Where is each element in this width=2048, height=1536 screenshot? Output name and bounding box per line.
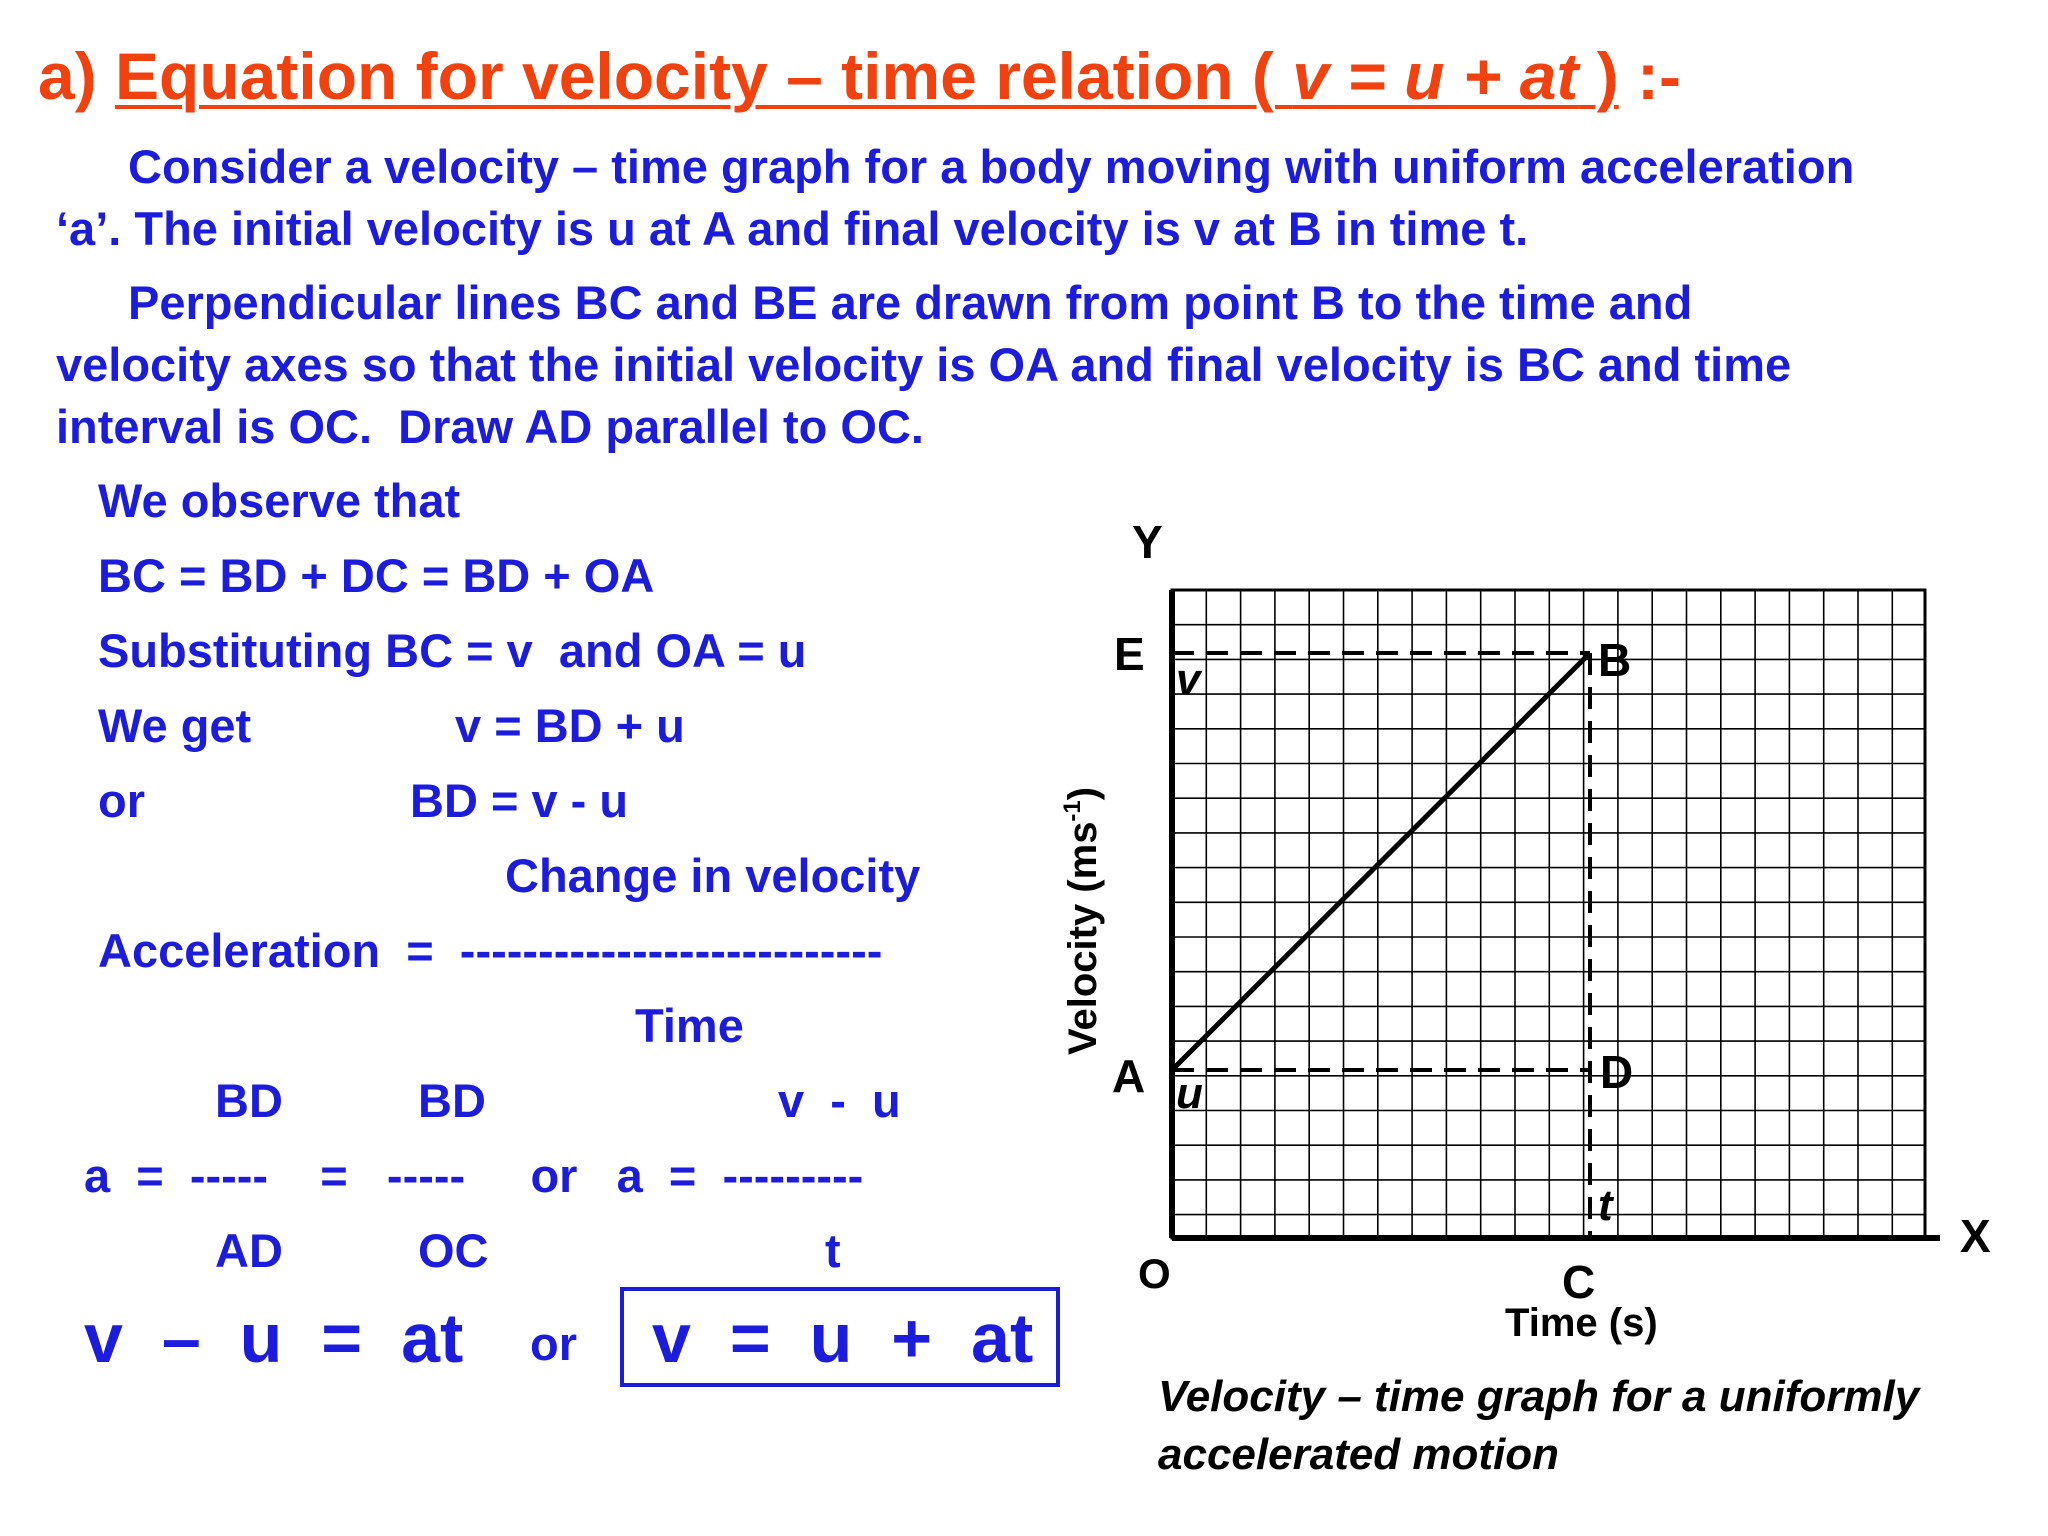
fraction-denominator-3: t	[825, 1224, 841, 1277]
point-c-label: C	[1562, 1256, 1595, 1308]
label-t: t	[1598, 1181, 1615, 1230]
we-get-label: We get	[98, 699, 252, 752]
line-ab	[1170, 651, 1592, 1072]
point-b-label: B	[1598, 634, 1631, 686]
title-underlined: Equation for velocity – time relation ( …	[115, 39, 1619, 113]
para2-line3: interval is OC. Draw AD parallel to OC.	[56, 400, 924, 453]
origin-label: O	[1138, 1250, 1171, 1297]
final-or: or	[530, 1317, 577, 1370]
final-equation-boxed: v = u + at	[652, 1299, 1034, 1377]
y-axis-title: Velocity (ms-1)	[1059, 787, 1105, 1055]
final-equation-box	[620, 1287, 1060, 1387]
substituting-line: Substituting BC = v and OA = u	[98, 624, 807, 677]
fraction-line: a = ----- = ----- or a = ---------	[84, 1149, 864, 1202]
para2-line2: velocity axes so that the initial veloci…	[56, 338, 1792, 391]
title-suffix: :-	[1618, 39, 1682, 113]
change-in-velocity: Change in velocity	[505, 849, 921, 902]
caption-line2: accelerated motion	[1158, 1430, 1560, 1479]
x-axis-letter: X	[1960, 1210, 1991, 1262]
y-axis-letter: Y	[1132, 516, 1163, 568]
acceleration-line: Acceleration = -------------------------…	[98, 924, 883, 977]
title-formula: v = u + at	[1292, 39, 1579, 113]
caption-line1: Velocity – time graph for a uniformly	[1158, 1372, 1920, 1421]
point-e-label: E	[1114, 628, 1145, 680]
slide-title: a) Equation for velocity – time relation…	[38, 38, 1681, 114]
or-label: or	[98, 774, 145, 827]
point-a-label: A	[1112, 1050, 1145, 1102]
fraction-denominator-1: AD	[215, 1224, 283, 1277]
para1-line1: Consider a velocity – time graph for a b…	[128, 140, 1855, 193]
v-equation: v = BD + u	[455, 699, 685, 752]
time-word: Time	[635, 999, 744, 1052]
fraction-denominator-2: OC	[418, 1224, 489, 1277]
fraction-numerator-3: v - u	[778, 1074, 901, 1127]
velocity-time-graph: Y X O E A B D C v u t Time (s) Velocity …	[1059, 516, 1991, 1345]
point-d-label: D	[1600, 1046, 1633, 1098]
para1-line2: ‘a’. The initial velocity is u at A and …	[56, 202, 1529, 255]
bd-equation: BD = v - u	[410, 774, 629, 827]
final-equation-left: v – u = at	[84, 1299, 464, 1377]
observe-line: We observe that	[98, 474, 461, 527]
graph-grid	[1170, 588, 1927, 1240]
x-axis-title: Time (s)	[1505, 1301, 1658, 1345]
graph-caption: Velocity – time graph for a uniformly acc…	[1158, 1368, 1919, 1484]
fraction-numerator-1: BD	[215, 1074, 283, 1127]
title-prefix: a)	[38, 39, 116, 113]
fraction-numerator-2: BD	[418, 1074, 486, 1127]
label-v: v	[1176, 655, 1203, 704]
para2-line1: Perpendicular lines BC and BE are drawn …	[128, 276, 1693, 329]
label-u: u	[1176, 1069, 1203, 1118]
bc-equation: BC = BD + DC = BD + OA	[98, 549, 655, 602]
